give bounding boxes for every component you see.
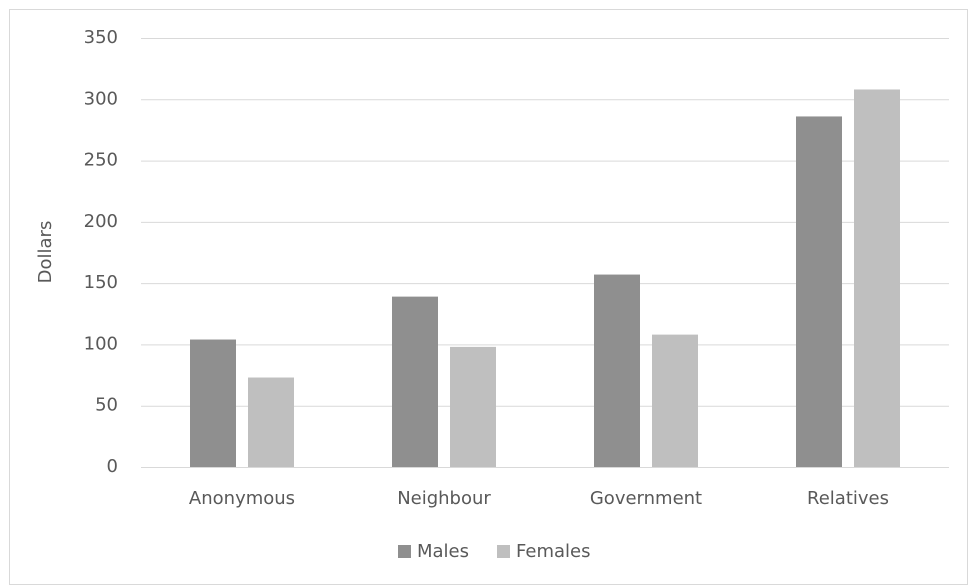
x-tick-label: Neighbour [397,488,491,509]
legend-label: Males [417,541,469,562]
x-tick-label: Anonymous [189,488,295,509]
y-tick-label: 100 [84,333,118,354]
bar [796,116,842,468]
bar [450,346,496,467]
legend-swatch [497,545,510,558]
x-tick-label: Government [590,488,702,509]
y-axis-label: Dollars [35,221,56,284]
y-tick-label: 150 [84,272,118,293]
y-tick-label: 250 [84,150,118,171]
bar [652,334,698,467]
bar [392,296,438,467]
y-tick-label: 200 [84,211,118,232]
y-tick-label: 50 [95,395,118,416]
bar [190,339,236,467]
bar [594,274,640,467]
bar [854,89,900,467]
y-tick-label: 0 [107,456,118,477]
legend-swatch [398,545,411,558]
legend-label: Females [516,541,590,562]
x-tick-label: Relatives [807,488,889,509]
y-tick-label: 300 [84,88,118,109]
y-tick-label: 350 [84,27,118,48]
bar [248,377,294,467]
